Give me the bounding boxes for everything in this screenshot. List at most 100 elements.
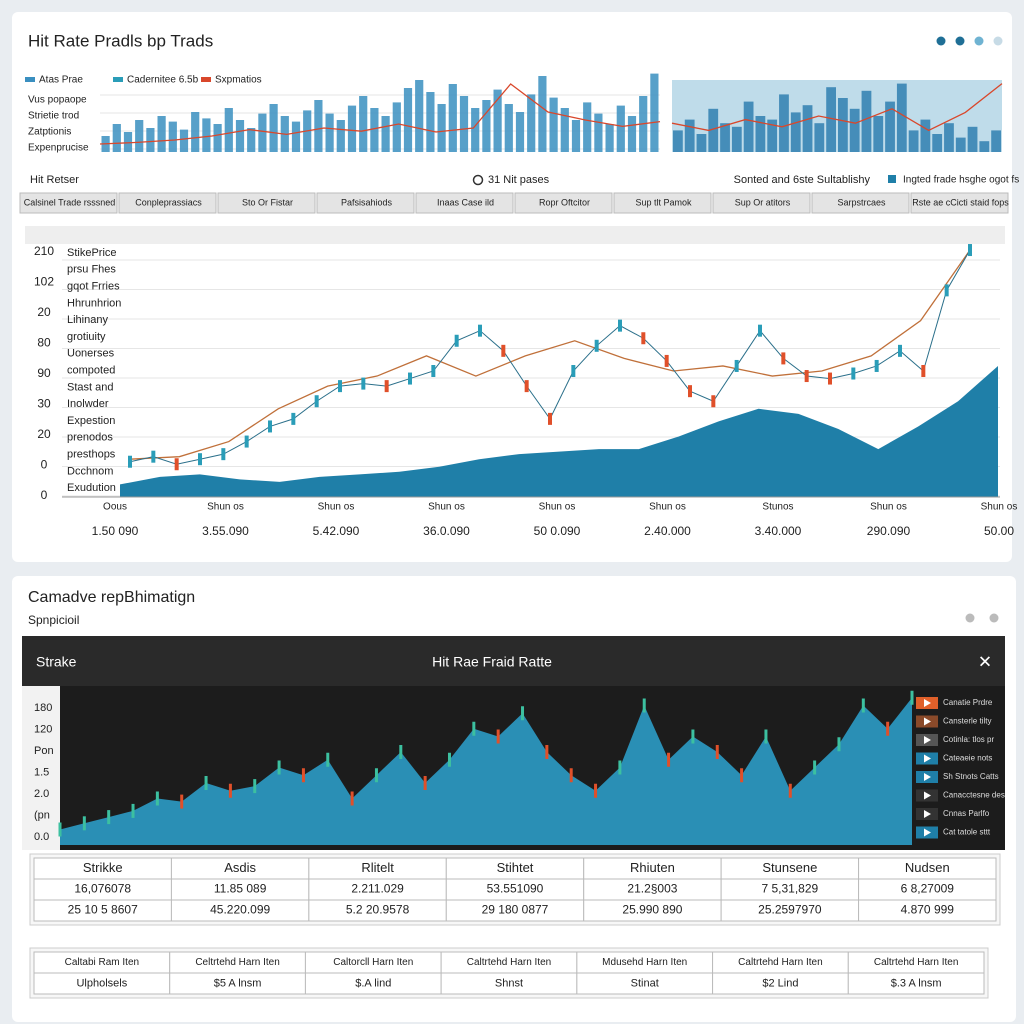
candle <box>641 332 646 345</box>
table-header: Caltorcll Harn Iten <box>333 957 413 968</box>
dot[interactable] <box>955 36 965 46</box>
dot[interactable] <box>974 36 984 46</box>
table-value: 16,076078 <box>74 882 131 896</box>
table-value: $.A lind <box>355 977 391 989</box>
bar <box>336 120 345 152</box>
bar <box>202 118 211 152</box>
y-label: 0 <box>41 488 48 502</box>
table-value: Shnst <box>495 977 523 989</box>
legend-label[interactable]: Sh Stnots Catts <box>943 772 999 781</box>
legend-label[interactable]: Cat tatole sttt <box>943 828 991 837</box>
x-value: 36.0.090 <box>423 524 470 538</box>
dot[interactable] <box>993 36 1003 46</box>
legend-label[interactable]: Cotinla: tlos pr <box>943 735 994 744</box>
info-left: Hit Retser <box>30 174 79 186</box>
candle <box>151 450 156 463</box>
legend-swatch <box>888 175 896 183</box>
bar <box>291 121 301 152</box>
candle <box>828 372 832 385</box>
line <box>671 83 1003 132</box>
close-button[interactable]: ✕ <box>978 652 992 671</box>
tab[interactable] <box>415 192 514 214</box>
candle <box>204 776 208 790</box>
tab[interactable] <box>19 192 118 214</box>
side-label: Hhrunhrion <box>67 297 121 309</box>
table-value: $.3 A lnsm <box>891 977 942 989</box>
tab-label[interactable]: Sup Or atitors <box>735 197 791 207</box>
side-label: gqot Frries <box>67 281 120 293</box>
legend-label[interactable]: Cansterle tilty <box>943 717 991 726</box>
tab-label[interactable]: Rste ae cCicti staid fops <box>912 197 1009 207</box>
candle <box>667 752 671 767</box>
tab-label[interactable]: Sto Or Fistar <box>242 197 293 207</box>
candle <box>131 803 135 818</box>
candle <box>128 455 132 468</box>
tab-label[interactable]: Sup tlt Pamok <box>635 197 692 207</box>
candle <box>314 395 319 408</box>
y-label: 20 <box>37 427 51 441</box>
side-label: Expenprucise <box>28 143 89 154</box>
tab-label[interactable]: Pafsisahiods <box>341 197 393 207</box>
candle <box>618 319 622 332</box>
table-value: 6 8,27009 <box>901 882 955 896</box>
tab[interactable] <box>217 192 316 214</box>
tab-label[interactable]: Calsinel Trade rsssned <box>24 197 116 207</box>
table-header: Caltabi Ram Iten <box>65 957 139 968</box>
legend-arrow <box>924 791 931 800</box>
tab[interactable] <box>118 192 217 214</box>
candle <box>107 810 111 825</box>
candle <box>277 760 281 775</box>
x-value: 50.00 <box>984 524 1014 538</box>
radio[interactable] <box>472 174 484 186</box>
legend-arrow <box>924 773 931 781</box>
x-label: Shun os <box>207 502 244 513</box>
side-label: Uonerses <box>67 348 115 360</box>
bar <box>426 92 435 152</box>
legend-label[interactable]: Canacctesne des <box>943 791 1005 800</box>
candle <box>691 729 695 744</box>
candle <box>781 352 786 365</box>
candle <box>524 380 529 393</box>
bar <box>583 102 592 152</box>
candle <box>968 244 972 257</box>
candle <box>618 760 622 775</box>
candle <box>350 791 354 806</box>
legend-arrow <box>924 828 931 837</box>
legend-label[interactable]: Canatie Prdre <box>943 698 993 707</box>
dot[interactable] <box>965 613 975 623</box>
tab-label[interactable]: Sarpstrcaes <box>837 197 886 207</box>
legend-label[interactable]: Cateaeie nots <box>943 754 992 763</box>
bar <box>347 105 357 152</box>
dot[interactable] <box>936 36 946 46</box>
tab[interactable] <box>811 192 910 214</box>
legend-label[interactable]: Cnnas Parlfo <box>943 809 990 818</box>
bar <box>213 124 222 152</box>
candle <box>571 365 576 377</box>
tab-label[interactable]: Ropr Oftcitor <box>539 197 590 207</box>
tab-label[interactable]: Conpleprassiacs <box>135 197 202 207</box>
candle <box>301 768 305 783</box>
table-value: 45.220.099 <box>210 903 270 917</box>
side-label: Dcchnom <box>67 465 113 477</box>
candle <box>851 367 856 380</box>
bar <box>955 137 966 152</box>
x-label: Shun os <box>428 502 465 513</box>
bar <box>448 84 457 152</box>
table-value: 4.870 999 <box>901 903 955 917</box>
bar <box>616 105 625 152</box>
dot[interactable] <box>989 613 999 623</box>
bar <box>755 116 766 152</box>
legend-arrow <box>924 717 931 726</box>
tab[interactable] <box>712 192 811 214</box>
tab[interactable] <box>613 192 712 214</box>
tab-label[interactable]: Inaas Case ild <box>437 197 494 207</box>
line <box>99 83 661 145</box>
bar <box>392 102 401 152</box>
tab[interactable] <box>514 192 613 214</box>
tab[interactable] <box>316 192 415 214</box>
tab[interactable] <box>910 192 1009 214</box>
table-cell <box>858 899 997 922</box>
candle <box>408 372 412 385</box>
side-label: Strietie trod <box>28 111 79 122</box>
candle <box>898 344 902 357</box>
